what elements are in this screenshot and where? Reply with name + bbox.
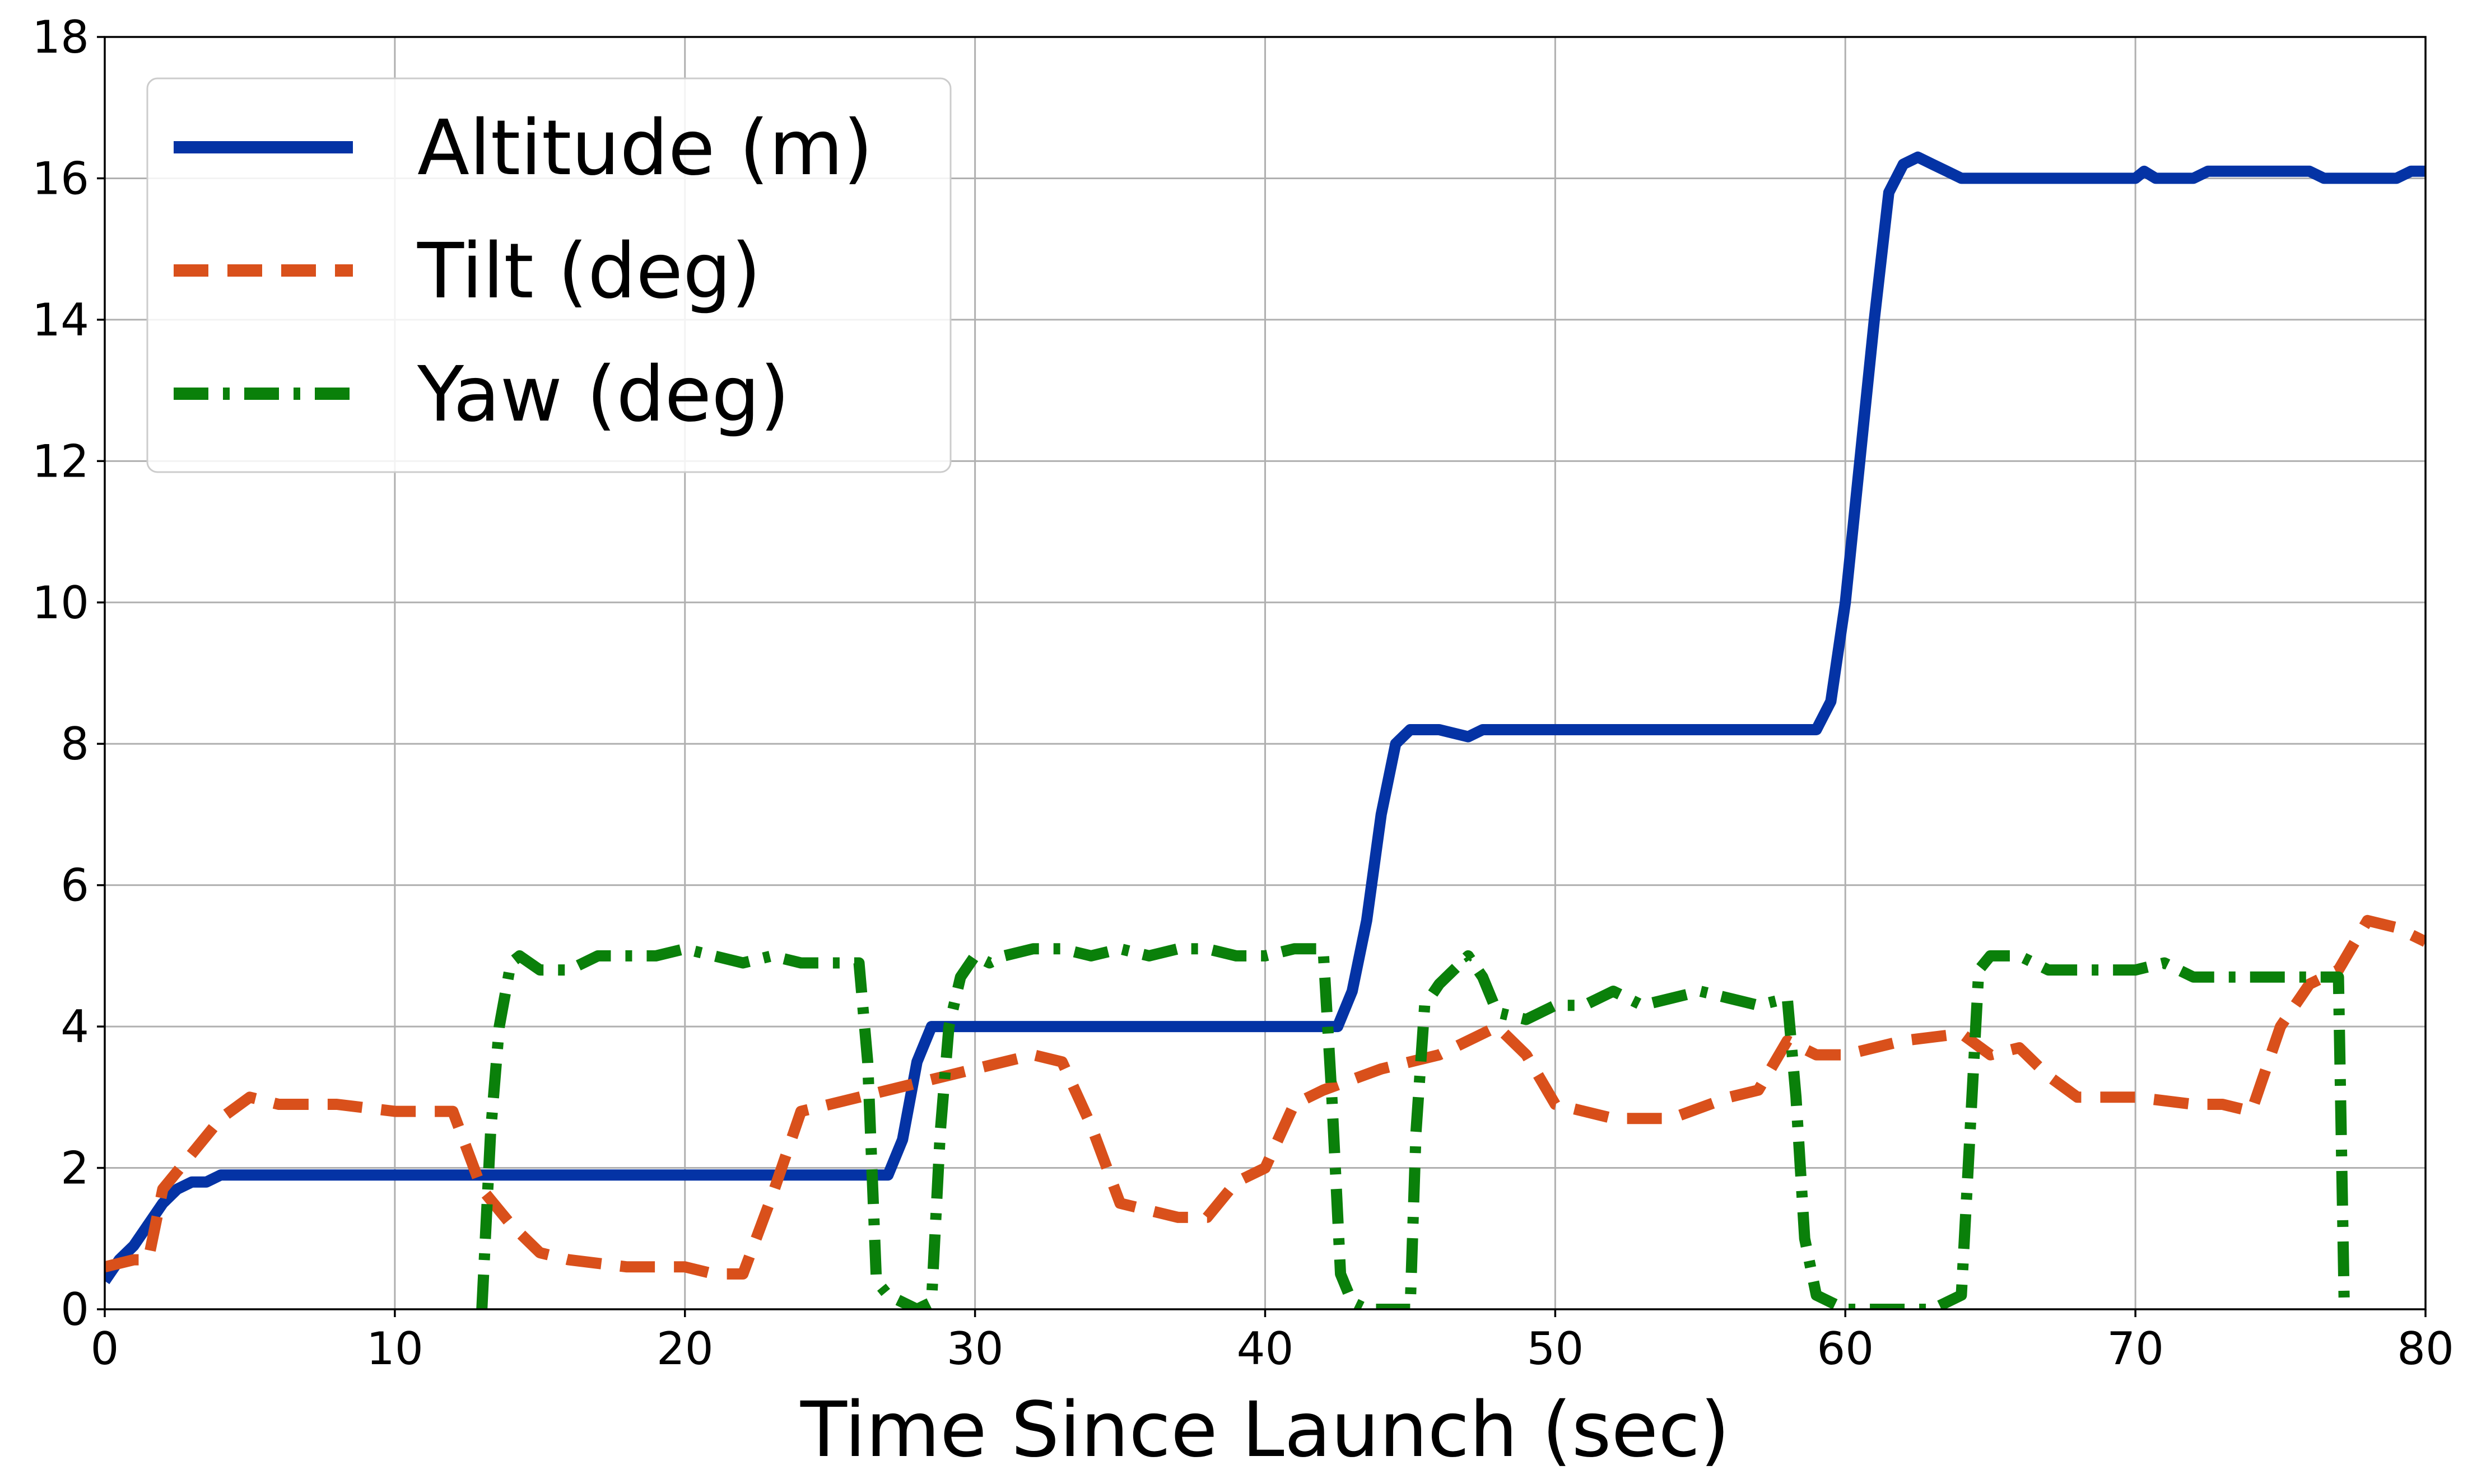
legend-box	[146, 77, 952, 473]
series-line-3	[476, 943, 2350, 1309]
series-line-2	[105, 914, 2426, 1280]
y-tick-label: 12	[32, 435, 89, 487]
x-tick-label: 20	[657, 1323, 714, 1375]
x-tick-label: 0	[91, 1323, 119, 1375]
legend-label-3: Yaw (deg)	[417, 351, 790, 439]
series-line-1	[105, 151, 2426, 1285]
x-axis-title: Time Since Launch (sec)	[800, 1386, 1730, 1474]
x-tick-label: 40	[1237, 1323, 1294, 1375]
legend: Altitude (m) Tilt (deg) Yaw (deg)	[146, 77, 952, 473]
series-layer	[105, 151, 2426, 1309]
x-tick-label: 30	[947, 1323, 1004, 1375]
y-tick-label: 10	[32, 577, 89, 629]
x-tick-label: 80	[2397, 1323, 2454, 1375]
y-tick-label: 2	[60, 1142, 89, 1194]
y-tick-label: 4	[60, 1001, 89, 1053]
y-tick-label: 0	[60, 1284, 89, 1336]
x-tick-label: 60	[1817, 1323, 1874, 1375]
y-tick-label: 8	[60, 718, 89, 770]
legend-label-2: Tilt (deg)	[417, 227, 761, 316]
x-tick-label: 70	[2107, 1323, 2164, 1375]
x-tick-label: 50	[1526, 1323, 1584, 1375]
y-tick-label: 18	[32, 11, 89, 63]
legend-label-1: Altitude (m)	[417, 104, 873, 193]
y-tick-label: 14	[32, 294, 89, 346]
axis-ticks: 0 10 20 30 40 50 60 70 80 0 2 4 6 8 10 12 14 16 18	[32, 11, 2454, 1375]
x-tick-label: 10	[366, 1323, 423, 1375]
y-tick-label: 16	[32, 152, 89, 204]
y-tick-label: 6	[60, 860, 89, 912]
